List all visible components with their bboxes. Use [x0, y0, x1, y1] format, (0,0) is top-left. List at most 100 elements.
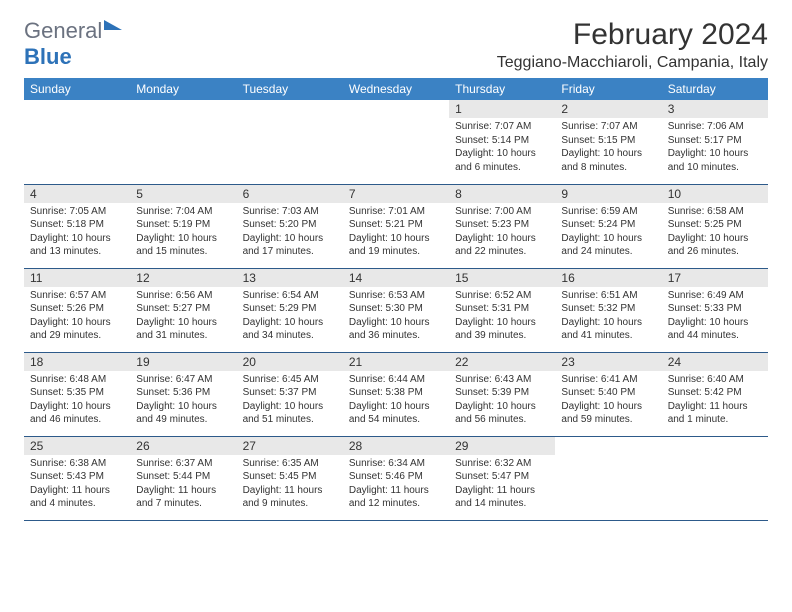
day-cell: 4Sunrise: 7:05 AMSunset: 5:18 PMDaylight…: [24, 184, 130, 268]
sunset-text: Sunset: 5:14 PM: [455, 134, 549, 148]
day-header-row: Sunday Monday Tuesday Wednesday Thursday…: [24, 78, 768, 100]
day-cell: 17Sunrise: 6:49 AMSunset: 5:33 PMDayligh…: [662, 268, 768, 352]
day-number: 7: [343, 185, 449, 203]
daylight-text: Daylight: 10 hours and 17 minutes.: [243, 232, 337, 259]
day-cell: 5Sunrise: 7:04 AMSunset: 5:19 PMDaylight…: [130, 184, 236, 268]
daylight-text: Daylight: 10 hours and 8 minutes.: [561, 147, 655, 174]
day-info: Sunrise: 6:59 AMSunset: 5:24 PMDaylight:…: [555, 203, 661, 261]
sunset-text: Sunset: 5:17 PM: [668, 134, 762, 148]
day-info: Sunrise: 6:37 AMSunset: 5:44 PMDaylight:…: [130, 455, 236, 513]
daylight-text: Daylight: 10 hours and 6 minutes.: [455, 147, 549, 174]
day-header: Tuesday: [237, 78, 343, 100]
day-info: Sunrise: 6:52 AMSunset: 5:31 PMDaylight:…: [449, 287, 555, 345]
day-number: 23: [555, 353, 661, 371]
day-number: 17: [662, 269, 768, 287]
day-header: Wednesday: [343, 78, 449, 100]
calendar-body: 1Sunrise: 7:07 AMSunset: 5:14 PMDaylight…: [24, 100, 768, 520]
day-number: 13: [237, 269, 343, 287]
day-info: Sunrise: 6:45 AMSunset: 5:37 PMDaylight:…: [237, 371, 343, 429]
sunset-text: Sunset: 5:38 PM: [349, 386, 443, 400]
day-cell: [237, 100, 343, 184]
sunrise-text: Sunrise: 6:48 AM: [30, 373, 124, 387]
day-cell: 29Sunrise: 6:32 AMSunset: 5:47 PMDayligh…: [449, 436, 555, 520]
sunset-text: Sunset: 5:26 PM: [30, 302, 124, 316]
sunset-text: Sunset: 5:40 PM: [561, 386, 655, 400]
day-number: 24: [662, 353, 768, 371]
day-cell: 16Sunrise: 6:51 AMSunset: 5:32 PMDayligh…: [555, 268, 661, 352]
sunset-text: Sunset: 5:20 PM: [243, 218, 337, 232]
sunset-text: Sunset: 5:27 PM: [136, 302, 230, 316]
sunset-text: Sunset: 5:25 PM: [668, 218, 762, 232]
daylight-text: Daylight: 10 hours and 59 minutes.: [561, 400, 655, 427]
sunset-text: Sunset: 5:19 PM: [136, 218, 230, 232]
sunrise-text: Sunrise: 7:05 AM: [30, 205, 124, 219]
daylight-text: Daylight: 10 hours and 39 minutes.: [455, 316, 549, 343]
daylight-text: Daylight: 10 hours and 51 minutes.: [243, 400, 337, 427]
day-cell: [343, 100, 449, 184]
day-cell: 6Sunrise: 7:03 AMSunset: 5:20 PMDaylight…: [237, 184, 343, 268]
day-info: Sunrise: 6:34 AMSunset: 5:46 PMDaylight:…: [343, 455, 449, 513]
day-info: Sunrise: 6:41 AMSunset: 5:40 PMDaylight:…: [555, 371, 661, 429]
daylight-text: Daylight: 11 hours and 1 minute.: [668, 400, 762, 427]
sunrise-text: Sunrise: 6:41 AM: [561, 373, 655, 387]
daylight-text: Daylight: 10 hours and 41 minutes.: [561, 316, 655, 343]
logo: General Blue: [24, 18, 122, 70]
sunset-text: Sunset: 5:23 PM: [455, 218, 549, 232]
day-cell: 20Sunrise: 6:45 AMSunset: 5:37 PMDayligh…: [237, 352, 343, 436]
sunset-text: Sunset: 5:37 PM: [243, 386, 337, 400]
sunrise-text: Sunrise: 6:35 AM: [243, 457, 337, 471]
sunset-text: Sunset: 5:31 PM: [455, 302, 549, 316]
sunrise-text: Sunrise: 7:03 AM: [243, 205, 337, 219]
day-header: Saturday: [662, 78, 768, 100]
day-info: Sunrise: 7:03 AMSunset: 5:20 PMDaylight:…: [237, 203, 343, 261]
week-row: 25Sunrise: 6:38 AMSunset: 5:43 PMDayligh…: [24, 436, 768, 520]
sunset-text: Sunset: 5:47 PM: [455, 470, 549, 484]
sunset-text: Sunset: 5:24 PM: [561, 218, 655, 232]
sunrise-text: Sunrise: 6:47 AM: [136, 373, 230, 387]
day-info: Sunrise: 6:57 AMSunset: 5:26 PMDaylight:…: [24, 287, 130, 345]
sunrise-text: Sunrise: 6:51 AM: [561, 289, 655, 303]
day-cell: [555, 436, 661, 520]
sunrise-text: Sunrise: 6:37 AM: [136, 457, 230, 471]
day-number: 28: [343, 437, 449, 455]
sunrise-text: Sunrise: 6:53 AM: [349, 289, 443, 303]
day-info: Sunrise: 6:49 AMSunset: 5:33 PMDaylight:…: [662, 287, 768, 345]
daylight-text: Daylight: 11 hours and 7 minutes.: [136, 484, 230, 511]
day-number: 15: [449, 269, 555, 287]
sunrise-text: Sunrise: 6:38 AM: [30, 457, 124, 471]
week-row: 18Sunrise: 6:48 AMSunset: 5:35 PMDayligh…: [24, 352, 768, 436]
day-cell: 3Sunrise: 7:06 AMSunset: 5:17 PMDaylight…: [662, 100, 768, 184]
sunset-text: Sunset: 5:30 PM: [349, 302, 443, 316]
day-info: Sunrise: 6:32 AMSunset: 5:47 PMDaylight:…: [449, 455, 555, 513]
daylight-text: Daylight: 10 hours and 56 minutes.: [455, 400, 549, 427]
daylight-text: Daylight: 10 hours and 10 minutes.: [668, 147, 762, 174]
sunrise-text: Sunrise: 6:34 AM: [349, 457, 443, 471]
daylight-text: Daylight: 10 hours and 46 minutes.: [30, 400, 124, 427]
day-cell: [24, 100, 130, 184]
day-cell: 14Sunrise: 6:53 AMSunset: 5:30 PMDayligh…: [343, 268, 449, 352]
day-info: Sunrise: 6:56 AMSunset: 5:27 PMDaylight:…: [130, 287, 236, 345]
week-row: 1Sunrise: 7:07 AMSunset: 5:14 PMDaylight…: [24, 100, 768, 184]
daylight-text: Daylight: 10 hours and 13 minutes.: [30, 232, 124, 259]
day-number: 18: [24, 353, 130, 371]
day-header: Thursday: [449, 78, 555, 100]
daylight-text: Daylight: 11 hours and 12 minutes.: [349, 484, 443, 511]
day-info: Sunrise: 6:58 AMSunset: 5:25 PMDaylight:…: [662, 203, 768, 261]
day-number: 3: [662, 100, 768, 118]
sunset-text: Sunset: 5:44 PM: [136, 470, 230, 484]
day-cell: 13Sunrise: 6:54 AMSunset: 5:29 PMDayligh…: [237, 268, 343, 352]
sunset-text: Sunset: 5:29 PM: [243, 302, 337, 316]
day-number: 5: [130, 185, 236, 203]
day-number: 6: [237, 185, 343, 203]
day-info: Sunrise: 7:07 AMSunset: 5:14 PMDaylight:…: [449, 118, 555, 176]
sunrise-text: Sunrise: 6:32 AM: [455, 457, 549, 471]
day-number: 19: [130, 353, 236, 371]
day-number: 10: [662, 185, 768, 203]
day-info: Sunrise: 7:07 AMSunset: 5:15 PMDaylight:…: [555, 118, 661, 176]
day-number: 25: [24, 437, 130, 455]
sunrise-text: Sunrise: 6:59 AM: [561, 205, 655, 219]
day-cell: 24Sunrise: 6:40 AMSunset: 5:42 PMDayligh…: [662, 352, 768, 436]
header: General Blue February 2024 Teggiano-Macc…: [24, 18, 768, 72]
day-number: 26: [130, 437, 236, 455]
location: Teggiano-Macchiaroli, Campania, Italy: [497, 54, 768, 72]
